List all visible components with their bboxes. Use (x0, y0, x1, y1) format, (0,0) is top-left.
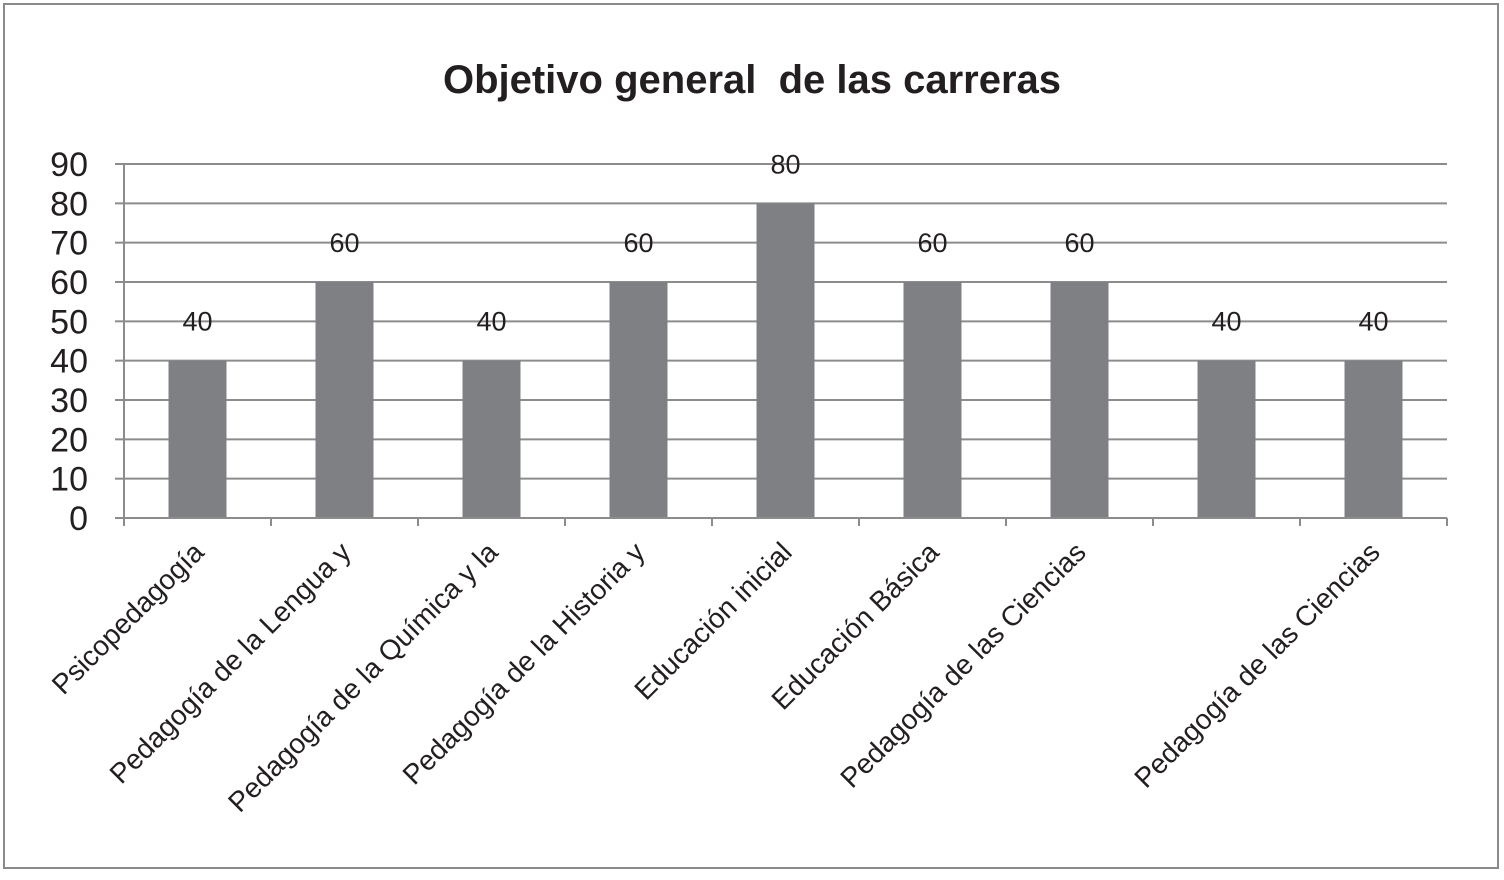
bar (168, 360, 227, 518)
bar (1050, 282, 1109, 518)
x-tick-label: Pedagogía de las Ciencias (1128, 536, 1385, 793)
data-label: 40 (1211, 307, 1241, 337)
y-tick-label: 0 (69, 500, 88, 538)
bar (903, 282, 962, 518)
data-label: 60 (329, 228, 359, 258)
x-tick-label: Pedagogía de la Química y la (222, 536, 504, 818)
bar (1197, 360, 1256, 518)
y-tick-label: 60 (50, 264, 88, 302)
axes (115, 163, 1448, 526)
data-label: 60 (1064, 228, 1094, 258)
data-label: 80 (770, 149, 800, 179)
data-labels: 40 60 40 60 80 60 60 40 40 (182, 149, 1388, 336)
bar (315, 282, 374, 518)
chart-title: Objetivo general de las carreras (443, 58, 1061, 102)
y-tick-label: 10 (50, 461, 88, 499)
data-label: 40 (1358, 307, 1388, 337)
data-label: 60 (623, 228, 653, 258)
x-tick-label: Psicopedagogía (46, 536, 210, 700)
bar (462, 360, 521, 518)
data-label: 40 (476, 307, 506, 337)
y-tick-label: 40 (50, 343, 88, 381)
x-tick-label: Pedagogía de la Historia y (397, 536, 651, 790)
bars (168, 203, 1403, 519)
bar (756, 203, 815, 519)
x-tick-label: Pedagogía de la Lengua y (104, 536, 357, 789)
x-tick-label: Educación inicial (628, 536, 797, 705)
bar (609, 282, 668, 518)
y-tick-label: 70 (50, 225, 88, 263)
y-tick-label: 20 (50, 421, 88, 459)
y-tick-label: 30 (50, 382, 88, 420)
y-tick-label: 80 (50, 185, 88, 223)
data-label: 60 (917, 228, 947, 258)
y-tick-label: 90 (50, 146, 88, 184)
x-tick-label: Pedagogía de las Ciencias (834, 536, 1091, 793)
data-label: 40 (182, 307, 212, 337)
y-tick-label: 50 (50, 303, 88, 341)
bar (1344, 360, 1403, 518)
